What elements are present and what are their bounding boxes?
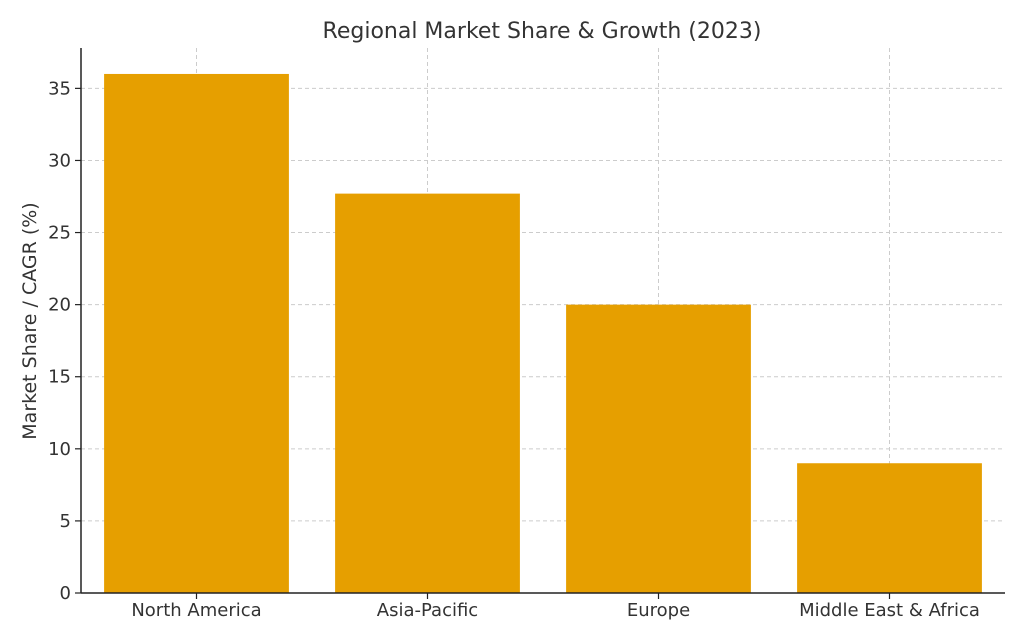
bar [335, 193, 520, 593]
y-tick-label: 25 [48, 223, 71, 244]
y-tick-label: 10 [48, 439, 71, 460]
ticks-layer: 0 5 10 15 20 25 30 35 North America Asia-Pacific E… [48, 78, 980, 621]
y-tick-label: 5 [60, 511, 71, 532]
y-tick-label: 20 [48, 295, 71, 316]
bars-layer [104, 73, 982, 593]
bar [797, 463, 982, 593]
y-tick-label: 15 [48, 367, 71, 388]
y-tick-label: 35 [48, 78, 71, 99]
axes-layer [80, 48, 1005, 594]
bar [104, 73, 289, 593]
chart-title: Regional Market Share & Growth (2023) [323, 19, 762, 44]
y-tick-label: 30 [48, 150, 71, 171]
bar [566, 304, 751, 593]
y-tick-label: 0 [60, 583, 71, 604]
x-tick-label: Asia-Pacific [377, 600, 478, 621]
y-axis-label: Market Share / CAGR (%) [19, 202, 41, 439]
x-tick-label: North America [131, 600, 261, 621]
x-tick-label: Europe [627, 600, 690, 621]
x-tick-label: Middle East & Africa [799, 600, 980, 621]
